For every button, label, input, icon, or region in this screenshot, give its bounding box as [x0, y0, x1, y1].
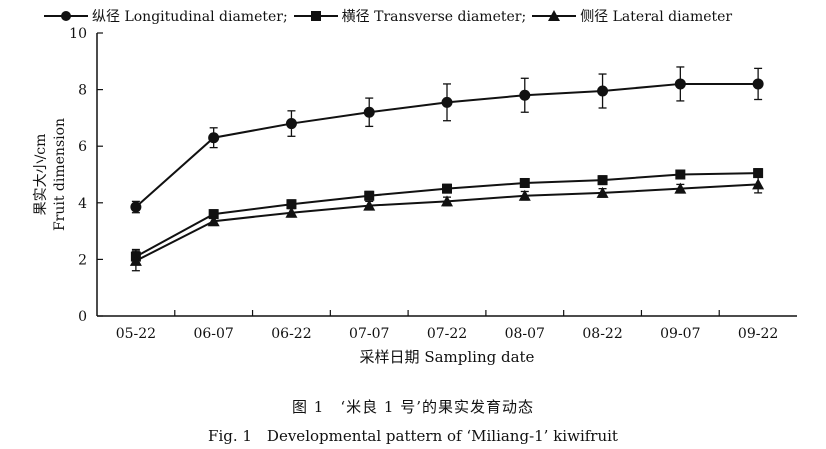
data-point-circle [752, 78, 764, 90]
data-point-square [364, 190, 375, 201]
data-point-circle [363, 106, 375, 118]
x-tick-label: 09-07 [660, 326, 700, 342]
data-point-circle [674, 78, 686, 90]
x-tick-label: 06-07 [193, 326, 233, 342]
x-tick-label: 09-22 [738, 326, 778, 342]
data-point-square [208, 209, 219, 220]
data-point-circle [285, 118, 297, 130]
y-tick-label: 4 [78, 196, 87, 212]
data-point-triangle [674, 182, 687, 194]
legend-label-lateral: 侧径 Lateral diameter [580, 9, 733, 25]
data-point-square [519, 177, 530, 188]
data-point-triangle [129, 254, 142, 266]
y-tick-label: 10 [69, 26, 87, 42]
square-marker-icon [293, 11, 338, 21]
data-point-triangle [596, 186, 609, 198]
data-point-circle [597, 85, 609, 97]
x-tick-label: 07-22 [427, 326, 467, 342]
data-point-square [442, 183, 452, 194]
x-tick-label: 08-22 [582, 326, 622, 342]
data-point-triangle [363, 199, 376, 211]
y-axis-title-chinese: 果实大小/cm [33, 134, 49, 216]
x-tick-label: 06-22 [271, 326, 311, 342]
legend-label-transverse: 横径 Transverse diameter; [341, 9, 527, 25]
data-point-square [753, 168, 764, 179]
data-point-circle [519, 89, 531, 101]
figure-caption-english: Fig. 1 Developmental pattern of ‘Miliang… [208, 427, 618, 445]
data-point-triangle [207, 215, 220, 227]
circle-marker-icon [44, 11, 88, 21]
legend-label-longitudinal: 纵径 Longitudinal diameter; [92, 9, 288, 25]
legend-item-lateral: 侧径 Lateral diameter [532, 6, 732, 26]
data-point-circle [130, 201, 142, 213]
data-point-circle [208, 132, 220, 144]
x-tick-label: 08-07 [505, 326, 545, 342]
y-axis-title-english: Fruit dimension [52, 118, 68, 231]
chart-legend: 纵径 Longitudinal diameter; 横径 Transverse … [44, 6, 738, 26]
figure-caption-chinese: 图 1 ‘米良 1 号’的果实发育动态 [292, 398, 534, 416]
data-point-square [597, 175, 608, 186]
data-point-square [675, 169, 686, 180]
legend-item-transverse: 横径 Transverse diameter; [293, 6, 527, 26]
data-point-triangle [285, 206, 298, 218]
x-axis-title: 采样日期 Sampling date [360, 348, 535, 366]
data-point-circle [441, 96, 453, 108]
data-point-triangle [518, 189, 531, 201]
y-tick-label: 6 [78, 139, 87, 155]
y-tick-label: 8 [78, 83, 87, 99]
data-point-square [286, 199, 297, 210]
data-point-triangle [441, 195, 453, 207]
legend-item-longitudinal: 纵径 Longitudinal diameter; [44, 6, 288, 26]
x-tick-label: 07-07 [349, 326, 389, 342]
triangle-marker-icon [532, 10, 577, 21]
y-tick-label: 0 [78, 309, 87, 325]
y-tick-label: 2 [78, 252, 87, 268]
x-tick-label: 05-22 [116, 326, 156, 342]
data-point-triangle [752, 178, 765, 190]
